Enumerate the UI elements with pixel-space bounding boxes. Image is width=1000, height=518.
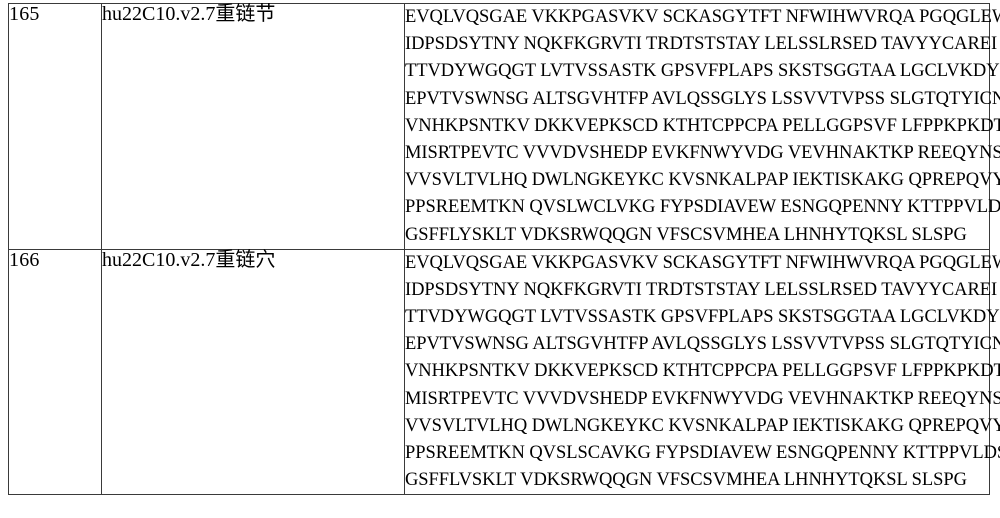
sequence-line: EVQLVQSGAE VKKPGASVKV SCKASGYTFT NFWIHWV… <box>405 4 989 31</box>
sequence-line: VVSVLTVLHQ DWLNGKEYKC KVSNKALPAP IEKTISK… <box>405 167 989 194</box>
sequence-line: VVSVLTVLHQ DWLNGKEYKC KVSNKALPAP IEKTISK… <box>405 413 989 440</box>
sequence-line: PPSREEMTKN QVSLSCAVKG FYPSDIAVEW ESNGQPE… <box>405 440 989 467</box>
sequence-line: TTVDYWGQGT LVTVSSASTK GPSVFPLAPS SKSTSGG… <box>405 304 989 331</box>
sequence-line: VNHKPSNTKV DKKVEPKSCD KTHTCPPCPA PELLGGP… <box>405 113 989 140</box>
sequence-line: MISRTPEVTC VVVDVSHEDP EVKFNWYVDG VEVHNAK… <box>405 386 989 413</box>
table-row: 166 hu22C10.v2.7重链穴 EVQLVQSGAE VKKPGASVK… <box>9 249 990 495</box>
row-sequence-cell: EVQLVQSGAE VKKPGASVKV SCKASGYTFT NFWIHWV… <box>405 4 990 250</box>
sequence-line: EPVTVSWNSG ALTSGVHTFP AVLQSSGLYS LSSVVTV… <box>405 86 989 113</box>
row-name-cell: hu22C10.v2.7重链节 <box>102 4 405 250</box>
sequence-line: GSFFLVSKLT VDKSRWQQGN VFSCSVMHEA LHNHYTQ… <box>405 467 989 494</box>
sequence-line: MISRTPEVTC VVVDVSHEDP EVKFNWYVDG VEVHNAK… <box>405 140 989 167</box>
row-number-cell: 165 <box>9 4 102 250</box>
table-body: 165 hu22C10.v2.7重链节 EVQLVQSGAE VKKPGASVK… <box>9 4 990 495</box>
sequence-table: 165 hu22C10.v2.7重链节 EVQLVQSGAE VKKPGASVK… <box>8 3 990 495</box>
sequence-line: PPSREEMTKN QVSLWCLVKG FYPSDIAVEW ESNGQPE… <box>405 194 989 221</box>
row-name-cell: hu22C10.v2.7重链穴 <box>102 249 405 495</box>
sequence-line: EPVTVSWNSG ALTSGVHTFP AVLQSSGLYS LSSVVTV… <box>405 331 989 358</box>
table-row: 165 hu22C10.v2.7重链节 EVQLVQSGAE VKKPGASVK… <box>9 4 990 250</box>
row-number-cell: 166 <box>9 249 102 495</box>
sequence-line: GSFFLYSKLT VDKSRWQQGN VFSCSVMHEA LHNHYTQ… <box>405 222 989 249</box>
sequence-line: VNHKPSNTKV DKKVEPKSCD KTHTCPPCPA PELLGGP… <box>405 358 989 385</box>
sequence-line: TTVDYWGQGT LVTVSSASTK GPSVFPLAPS SKSTSGG… <box>405 58 989 85</box>
sequence-line: IDPSDSYTNY NQKFKGRVTI TRDTSTSTAY LELSSLR… <box>405 31 989 58</box>
document-page: 165 hu22C10.v2.7重链节 EVQLVQSGAE VKKPGASVK… <box>0 0 1000 518</box>
sequence-line: EVQLVQSGAE VKKPGASVKV SCKASGYTFT NFWIHWV… <box>405 250 989 277</box>
sequence-line: IDPSDSYTNY NQKFKGRVTI TRDTSTSTAY LELSSLR… <box>405 277 989 304</box>
row-sequence-cell: EVQLVQSGAE VKKPGASVKV SCKASGYTFT NFWIHWV… <box>405 249 990 495</box>
